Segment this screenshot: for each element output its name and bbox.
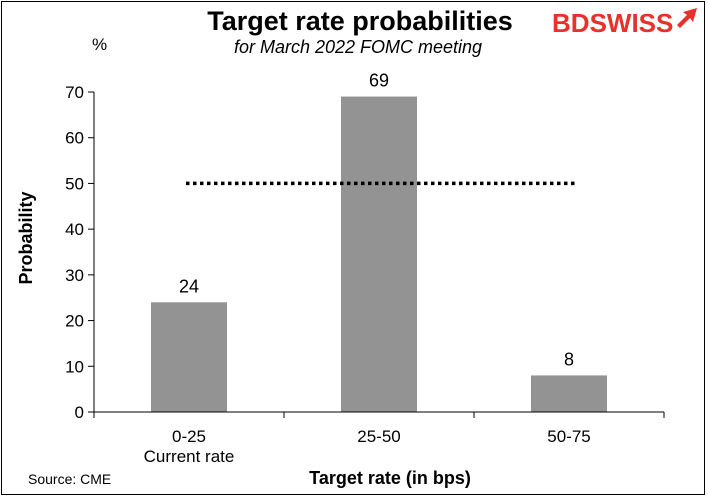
data-labels: 24 69 8 [179, 71, 574, 370]
x-tick-label: 0-25 [172, 427, 206, 446]
y-unit-label: % [92, 35, 107, 54]
logo-arrow-icon [677, 8, 697, 28]
y-tick-label: 20 [65, 312, 84, 331]
x-tick-sublabel: Current rate [144, 447, 235, 466]
chart-title: Target rate probabilities [207, 6, 513, 36]
brand-logo: BDSWISS [552, 8, 697, 38]
bar [341, 96, 417, 413]
y-tick-label: 50 [65, 174, 84, 193]
y-tick-label: 0 [75, 403, 84, 422]
logo-text: BDSWISS [552, 8, 673, 38]
bar [531, 375, 607, 412]
y-tick-label: 30 [65, 266, 84, 285]
y-axis: 0 10 20 30 40 50 60 70 [65, 83, 95, 422]
y-tick-label: 40 [65, 220, 84, 239]
logo-bd: BD [552, 8, 590, 38]
y-tick-label: 70 [65, 83, 84, 102]
data-label: 24 [179, 276, 199, 296]
x-tick-label: 50-75 [547, 427, 590, 446]
x-axis-title: Target rate (in bps) [309, 468, 471, 488]
bar [151, 302, 227, 412]
y-tick-label: 10 [65, 357, 84, 376]
y-axis-title: Probability [16, 191, 36, 284]
x-tick-label: 25-50 [357, 427, 400, 446]
chart-subtitle: for March 2022 FOMC meeting [234, 37, 482, 57]
data-label: 69 [369, 71, 389, 91]
logo-swiss: SWISS [590, 8, 674, 38]
y-tick-label: 60 [65, 129, 84, 148]
source-note: Source: CME [28, 471, 111, 487]
data-label: 8 [564, 349, 574, 369]
bars [151, 96, 607, 413]
